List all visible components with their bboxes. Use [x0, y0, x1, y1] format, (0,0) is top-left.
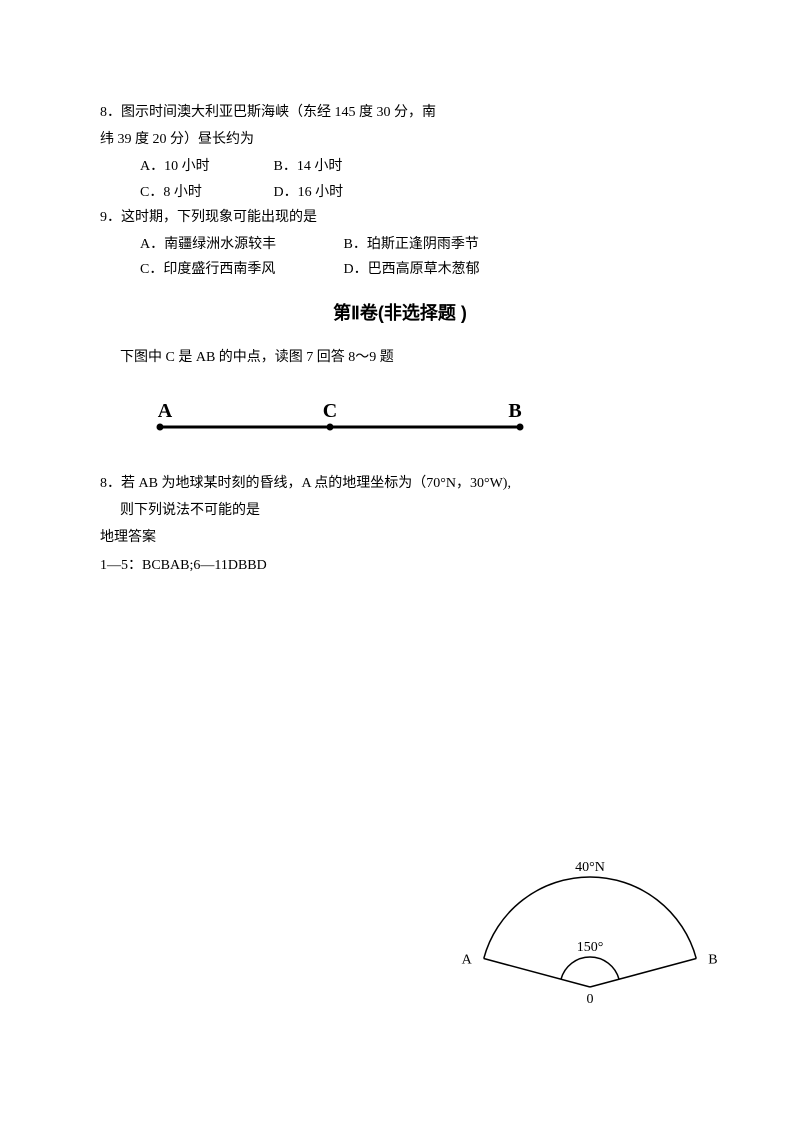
svg-text:0: 0 [587, 992, 594, 1007]
q9-option-b: B．珀斯正逢阴雨季节 [344, 232, 479, 257]
svg-text:B: B [508, 400, 521, 422]
q9-stem: 9．这时期，下列现象可能出现的是 [100, 205, 700, 230]
document-content: 8．图示时间澳大利亚巴斯海峡（东经 145 度 30 分，南 纬 39 度 20… [0, 0, 800, 578]
q8-option-b: B．14 小时 [274, 154, 343, 179]
svg-text:B: B [708, 953, 717, 968]
q9-options-row1: A．南疆绿洲水源较丰 B．珀斯正逢阴雨季节 [100, 232, 700, 257]
answer-header: 地理答案 [100, 525, 700, 550]
q9-options-row2: C．印度盛行西南季风 D．巴西高原草木葱郁 [100, 257, 700, 282]
q9-option-a: A．南疆绿洲水源较丰 [140, 232, 340, 257]
section2-title: 第Ⅱ卷(非选择题 ) [100, 297, 700, 329]
svg-text:150°: 150° [577, 940, 604, 955]
q8-option-a: A．10 小时 [140, 154, 270, 179]
q8b-stem-line2: 则下列说法不可能的是 [100, 498, 700, 523]
sector-diagram: 40°N 150° A B 0 [460, 852, 720, 1012]
q8-options-row1: A．10 小时 B．14 小时 [100, 154, 700, 179]
q9-option-c: C．印度盛行西南季风 [140, 257, 340, 282]
q9-option-d: D．巴西高原草木葱郁 [344, 257, 480, 282]
svg-text:A: A [462, 953, 473, 968]
answer-key: 1—5：BCBAB;6—11DBBD [100, 553, 700, 578]
svg-text:40°N: 40°N [575, 860, 605, 875]
q8-option-c: C．8 小时 [140, 180, 270, 205]
svg-text:C: C [323, 400, 337, 422]
q8-stem-line1: 8．图示时间澳大利亚巴斯海峡（东经 145 度 30 分，南 [100, 100, 700, 125]
figure7-diagram: ACB [130, 392, 550, 442]
q8-stem-line2: 纬 39 度 20 分）昼长约为 [100, 127, 700, 152]
q8b-stem-line1: 8．若 AB 为地球某时刻的昏线，A 点的地理坐标为（70°N，30°W), [100, 471, 700, 496]
svg-text:A: A [158, 400, 173, 422]
q8-option-d: D．16 小时 [274, 180, 344, 205]
fig7-intro: 下图中 C 是 AB 的中点，读图 7 回答 8～9 题 [100, 345, 700, 370]
q8-options-row2: C．8 小时 D．16 小时 [100, 180, 700, 205]
